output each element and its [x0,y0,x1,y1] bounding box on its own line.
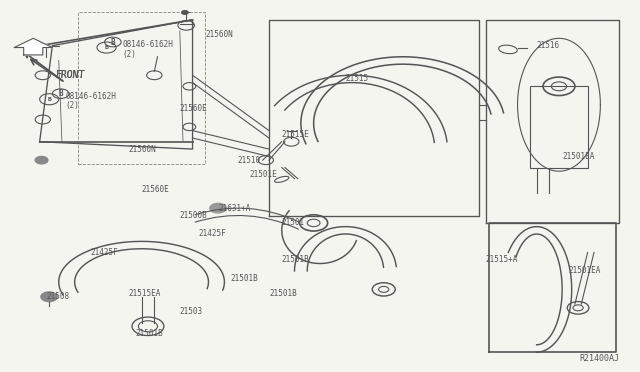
Text: B: B [58,89,63,98]
Text: 21501EA: 21501EA [562,152,595,161]
Text: 21515: 21515 [346,74,369,83]
Circle shape [182,11,188,14]
Text: 21501B: 21501B [282,255,310,264]
Circle shape [41,292,58,302]
Text: B: B [104,45,108,50]
Text: 21503: 21503 [180,307,203,316]
Text: 21508: 21508 [46,292,69,301]
Text: 21501: 21501 [282,218,305,227]
Circle shape [210,203,227,213]
Bar [531,86,588,167]
Text: 21560E: 21560E [141,185,170,194]
Text: 21501B: 21501B [269,289,297,298]
Text: 08146-6162H
(2): 08146-6162H (2) [122,40,173,59]
Text: 21631+A: 21631+A [218,203,250,213]
Text: 21510: 21510 [237,155,260,165]
Text: 21560N: 21560N [205,30,233,39]
Text: 21560E: 21560E [180,104,207,113]
Text: 21501E: 21501E [250,170,278,179]
Circle shape [35,157,48,164]
Text: B: B [47,97,51,102]
Text: 21500B: 21500B [180,211,207,220]
Text: FRONT: FRONT [56,70,85,80]
Text: FRONT: FRONT [56,70,85,80]
Text: B: B [111,38,115,46]
Text: 21501EA: 21501EA [568,266,601,275]
Text: 08146-6162H
(2): 08146-6162H (2) [65,92,116,110]
Text: 21501B: 21501B [231,274,259,283]
Text: 21501B: 21501B [135,329,163,338]
Text: 21515EA: 21515EA [129,289,161,298]
Text: 21425F: 21425F [91,248,118,257]
Text: 21560N: 21560N [129,145,157,154]
Text: 21515E: 21515E [282,130,310,139]
Text: R21400AJ: R21400AJ [579,354,620,363]
Text: 21425F: 21425F [199,230,227,238]
Text: 21516: 21516 [537,41,560,50]
Polygon shape [14,38,52,55]
Text: 21515+A: 21515+A [486,255,518,264]
